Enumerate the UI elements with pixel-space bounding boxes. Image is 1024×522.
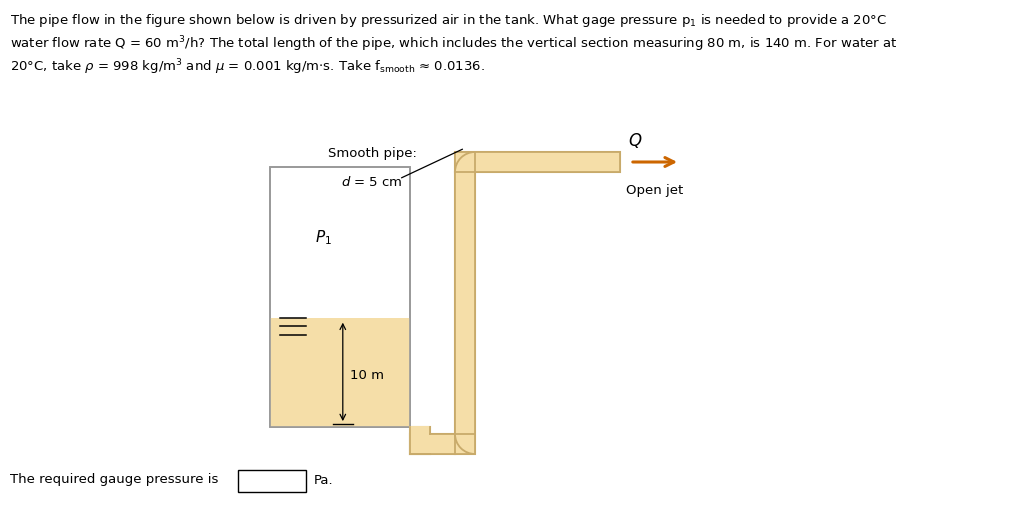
Bar — [270, 167, 410, 427]
Text: 10 m: 10 m — [350, 370, 384, 383]
Bar — [409, 426, 430, 454]
Bar — [455, 152, 620, 172]
Text: The pipe flow in the figure shown below is driven by pressurized air in the tank: The pipe flow in the figure shown below … — [10, 12, 887, 29]
Wedge shape — [455, 152, 475, 172]
Text: Smooth pipe:: Smooth pipe: — [328, 147, 417, 160]
Bar — [238, 470, 306, 492]
Text: water flow rate Q = 60 m$^3$/h? The total length of the pipe, which includes the: water flow rate Q = 60 m$^3$/h? The tota… — [10, 34, 897, 54]
Text: Pa.: Pa. — [314, 473, 334, 487]
Text: $d$ = 5 cm: $d$ = 5 cm — [341, 175, 402, 189]
Text: $Q$: $Q$ — [628, 130, 642, 149]
Bar — [410, 427, 430, 454]
Bar — [270, 318, 410, 427]
Bar — [410, 434, 475, 454]
Text: Open jet: Open jet — [627, 184, 684, 197]
Wedge shape — [455, 434, 475, 454]
Text: The required gauge pressure is: The required gauge pressure is — [10, 473, 218, 487]
Text: 20°C, take $\rho$ = 998 kg/m$^3$ and $\mu$ = 0.001 kg/m$\cdot$s. Take f$_{\mathr: 20°C, take $\rho$ = 998 kg/m$^3$ and $\m… — [10, 57, 485, 77]
Bar — [410, 434, 455, 454]
Bar — [455, 152, 475, 454]
Bar — [270, 167, 410, 427]
Bar — [455, 172, 475, 454]
Text: $P_1$: $P_1$ — [314, 228, 332, 246]
Bar — [410, 427, 430, 454]
Bar — [455, 152, 620, 172]
